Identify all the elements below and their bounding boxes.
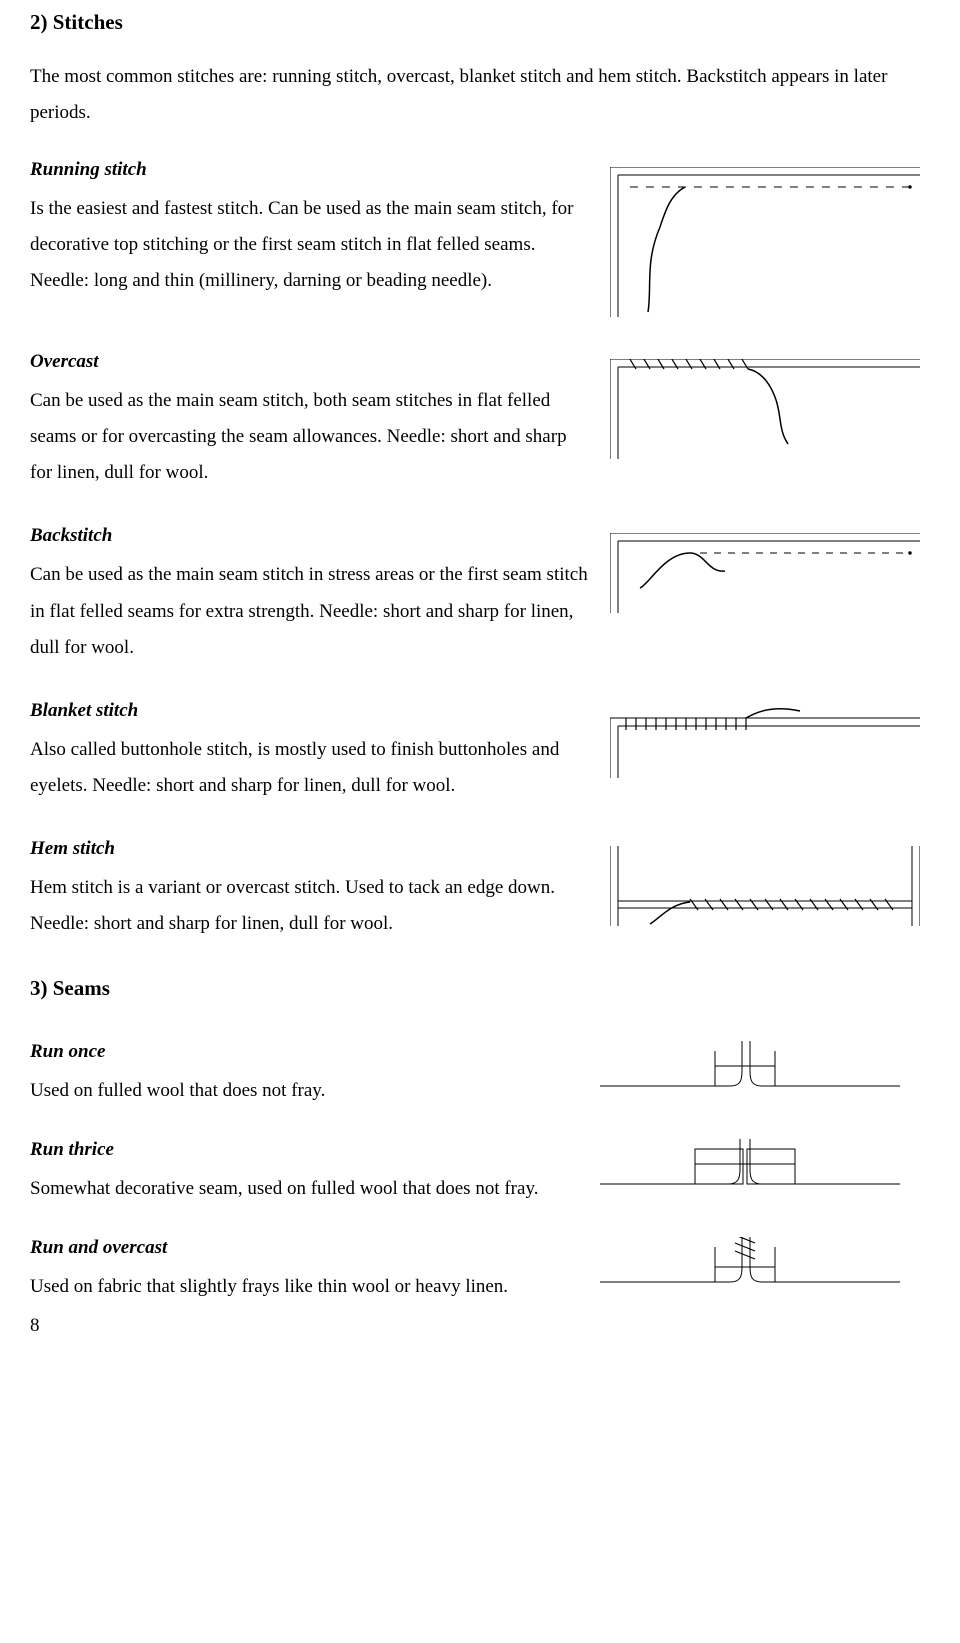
document-page: 2) Stitches The most common stitches are…: [0, 0, 960, 1357]
run-overcast-diagram: [600, 1237, 900, 1292]
hem-stitch-diagram: [610, 838, 930, 926]
seam-desc: Somewhat decorative seam, used on fulled…: [30, 1171, 590, 1207]
intro-paragraph: The most common stitches are: running st…: [30, 59, 930, 131]
stitch-text: Blanket stitch Also called buttonhole st…: [30, 700, 610, 804]
seam-name: Run thrice: [30, 1139, 590, 1161]
stitch-desc: Hem stitch is a variant or overcast stit…: [30, 870, 590, 942]
stitch-block-overcast: Overcast Can be used as the main seam st…: [30, 351, 930, 491]
seam-text: Run thrice Somewhat decorative seam, use…: [30, 1139, 590, 1207]
seam-desc: Used on fulled wool that does not fray.: [30, 1073, 590, 1109]
seam-text: Run once Used on fulled wool that does n…: [30, 1041, 590, 1109]
stitch-name: Backstitch: [30, 525, 590, 547]
stitch-desc: Can be used as the main seam stitch, bot…: [30, 383, 590, 491]
stitch-block-backstitch: Backstitch Can be used as the main seam …: [30, 525, 930, 665]
run-thrice-diagram: [600, 1139, 900, 1194]
stitch-desc: Also called buttonhole stitch, is mostly…: [30, 732, 590, 804]
stitch-block-hem: Hem stitch Hem stitch is a variant or ov…: [30, 838, 930, 942]
stitch-name: Blanket stitch: [30, 700, 590, 722]
seam-name: Run once: [30, 1041, 590, 1063]
stitch-desc: Can be used as the main seam stitch in s…: [30, 557, 590, 665]
seam-name: Run and overcast: [30, 1237, 590, 1259]
seam-text: Run and overcast Used on fabric that sli…: [30, 1237, 590, 1305]
stitch-text: Hem stitch Hem stitch is a variant or ov…: [30, 838, 610, 942]
running-stitch-diagram: [610, 159, 930, 317]
overcast-diagram: [610, 351, 930, 459]
seam-desc: Used on fabric that slightly frays like …: [30, 1269, 590, 1305]
stitch-name: Hem stitch: [30, 838, 590, 860]
stitch-desc: Is the easiest and fastest stitch. Can b…: [30, 191, 590, 299]
stitch-block-running: Running stitch Is the easiest and fastes…: [30, 159, 930, 317]
run-once-diagram: [600, 1041, 900, 1096]
stitch-text: Backstitch Can be used as the main seam …: [30, 525, 610, 665]
stitch-name: Running stitch: [30, 159, 590, 181]
section-title-stitches: 2) Stitches: [30, 10, 930, 35]
seam-block-run-overcast: Run and overcast Used on fabric that sli…: [30, 1237, 930, 1305]
section-title-seams: 3) Seams: [30, 976, 930, 1001]
stitch-block-blanket: Blanket stitch Also called buttonhole st…: [30, 700, 930, 804]
backstitch-diagram: [610, 525, 930, 613]
blanket-stitch-diagram: [610, 700, 930, 778]
page-number: 8: [30, 1315, 930, 1337]
stitch-name: Overcast: [30, 351, 590, 373]
stitch-text: Overcast Can be used as the main seam st…: [30, 351, 610, 491]
stitch-text: Running stitch Is the easiest and fastes…: [30, 159, 610, 299]
seam-block-run-thrice: Run thrice Somewhat decorative seam, use…: [30, 1139, 930, 1207]
seam-block-run-once: Run once Used on fulled wool that does n…: [30, 1041, 930, 1109]
